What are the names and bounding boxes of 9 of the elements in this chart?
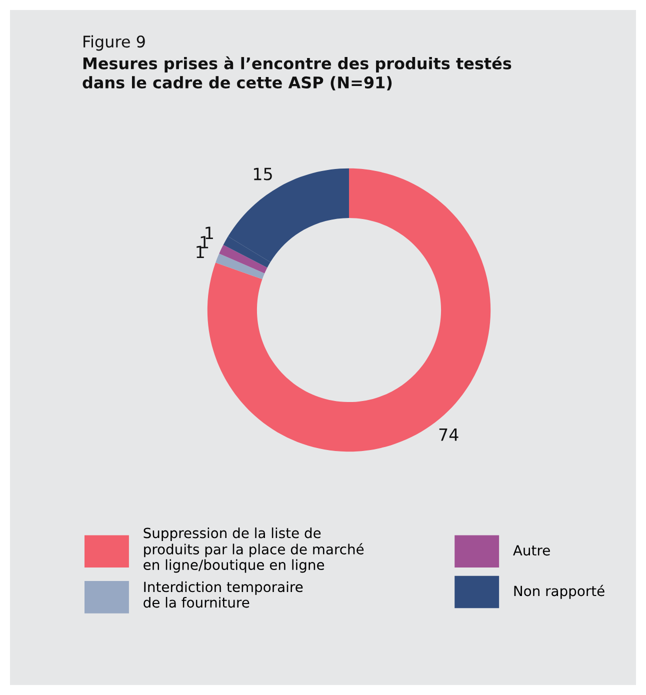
legend-label: Suppression de la liste de produits par la place de marché en ligne/boutique en ligne xyxy=(144,528,364,573)
chart-subtitle: Figure 9 xyxy=(84,35,145,51)
legend-label: Non rapporté xyxy=(514,584,604,599)
legend-label: Interdiction temporaire de la fourniture xyxy=(144,581,303,608)
data-label: 15 xyxy=(254,168,272,180)
data-label: 1 xyxy=(206,226,213,239)
data-label: 74 xyxy=(439,428,458,441)
legend-label: Autre xyxy=(513,545,550,556)
chart-title: Mesures prises à l’encontre des produits testés dans le cadre de cette ASP (N=91) xyxy=(82,56,512,90)
